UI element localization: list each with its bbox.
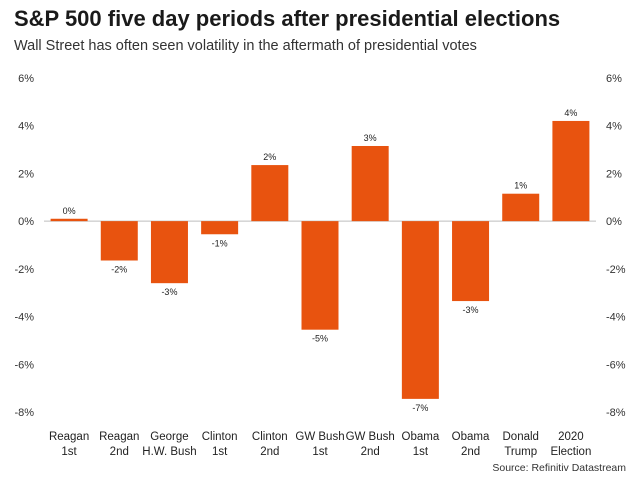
x-category-label: Obama bbox=[402, 431, 440, 443]
bar bbox=[351, 145, 389, 222]
data-label: -1% bbox=[212, 238, 228, 248]
y-tick-label-right: -2% bbox=[606, 264, 626, 276]
x-category-label: 2nd bbox=[461, 446, 480, 458]
x-category-label: Reagan bbox=[49, 431, 89, 443]
chart-subtitle: Wall Street has often seen volatility in… bbox=[14, 38, 477, 54]
data-label: -2% bbox=[111, 265, 127, 275]
data-label: 1% bbox=[514, 181, 527, 191]
x-category-label: Reagan bbox=[99, 431, 139, 443]
bar bbox=[201, 221, 239, 235]
bar bbox=[50, 218, 88, 222]
bar bbox=[100, 221, 138, 261]
bar bbox=[301, 221, 339, 330]
x-category-label: H.W. Bush bbox=[142, 446, 196, 458]
x-category-label: 2nd bbox=[110, 446, 129, 458]
x-category-label: 2nd bbox=[260, 446, 279, 458]
data-label: -5% bbox=[312, 334, 328, 344]
bar bbox=[502, 193, 540, 222]
x-category-label: Clinton bbox=[202, 431, 238, 443]
y-tick-label-left: 2% bbox=[18, 168, 34, 180]
x-category-label: 1st bbox=[312, 446, 328, 458]
data-label: -3% bbox=[161, 287, 177, 297]
x-category-label: 1st bbox=[413, 446, 429, 458]
data-label: 3% bbox=[364, 133, 377, 143]
data-label: 0% bbox=[63, 206, 76, 216]
y-tick-label-right: -4% bbox=[606, 312, 626, 324]
y-tick-label-right: 0% bbox=[606, 216, 622, 228]
data-label: 4% bbox=[564, 108, 577, 118]
bar bbox=[251, 165, 289, 222]
x-category-label: Donald bbox=[503, 431, 539, 443]
y-tick-label-left: 6% bbox=[18, 73, 34, 85]
y-tick-label-right: 4% bbox=[606, 121, 622, 133]
chart-title: S&P 500 five day periods after president… bbox=[14, 6, 561, 31]
y-tick-label-left: -2% bbox=[14, 264, 34, 276]
x-category-label: Election bbox=[550, 446, 591, 458]
x-category-label: 1st bbox=[61, 446, 77, 458]
data-label: 2% bbox=[263, 152, 276, 162]
y-tick-label-left: 0% bbox=[18, 216, 34, 228]
y-tick-label-left: -8% bbox=[14, 407, 34, 419]
x-category-label: George bbox=[150, 431, 188, 443]
bar bbox=[452, 221, 490, 302]
x-category-label: Clinton bbox=[252, 431, 288, 443]
y-tick-label-right: 2% bbox=[606, 168, 622, 180]
x-category-label: GW Bush bbox=[346, 431, 395, 443]
chart-source: Source: Refinitiv Datastream bbox=[492, 462, 626, 474]
x-category-label: 2nd bbox=[361, 446, 380, 458]
y-tick-label-right: -8% bbox=[606, 407, 626, 419]
bar bbox=[552, 120, 590, 222]
y-tick-label-left: -6% bbox=[14, 359, 34, 371]
data-label: -3% bbox=[463, 305, 479, 315]
x-category-label: Trump bbox=[504, 446, 537, 458]
y-tick-label-right: -6% bbox=[606, 359, 626, 371]
y-tick-label-left: -4% bbox=[14, 312, 34, 324]
x-category-label: 1st bbox=[212, 446, 228, 458]
x-category-label: Obama bbox=[452, 431, 490, 443]
bar bbox=[150, 221, 188, 284]
bar bbox=[401, 221, 439, 399]
y-tick-label-left: 4% bbox=[18, 121, 34, 133]
data-label: -7% bbox=[412, 403, 428, 413]
x-category-label: GW Bush bbox=[295, 431, 344, 443]
y-tick-label-right: 6% bbox=[606, 73, 622, 85]
x-category-label: 2020 bbox=[558, 431, 584, 443]
